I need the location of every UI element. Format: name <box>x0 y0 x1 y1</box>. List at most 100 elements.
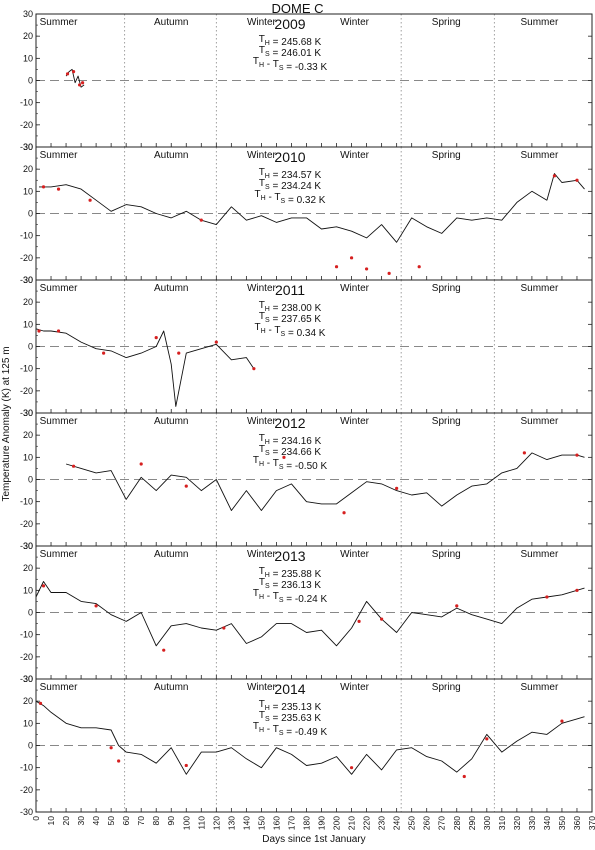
x-tick-label: 320 <box>512 816 522 830</box>
season-label: Spring <box>432 549 461 560</box>
x-tick-label: 170 <box>286 816 296 830</box>
y-tick-label: 20 <box>23 430 33 440</box>
x-tick-label: 300 <box>482 816 492 830</box>
x-tick-label: 180 <box>301 816 311 830</box>
panel-year-label: 2011 <box>275 282 305 298</box>
panel-frame <box>35 13 593 148</box>
observation-point <box>184 484 188 488</box>
x-tick-label: 360 <box>572 816 582 830</box>
temperature-series-line <box>65 68 85 88</box>
x-axis-label: Days since 1st January <box>262 834 366 845</box>
observation-point <box>575 178 579 182</box>
y-tick-label: 10 <box>23 718 33 728</box>
observation-point <box>214 340 218 344</box>
panel-frame <box>35 412 593 547</box>
y-tick-label: -10 <box>20 364 33 374</box>
season-label: Summer <box>521 17 559 28</box>
y-tick-label: 30 <box>23 674 33 684</box>
y-tick-label: -20 <box>20 519 33 529</box>
observation-point <box>80 81 85 85</box>
y-tick-label: 10 <box>23 319 33 329</box>
temperature-series-line <box>35 700 585 775</box>
y-tick-label: -10 <box>20 231 33 241</box>
observation-point <box>139 462 143 466</box>
x-tick-label: 150 <box>256 816 266 830</box>
y-tick-label: 10 <box>23 186 33 196</box>
season-label: Winter <box>247 17 277 28</box>
x-tick-label: 200 <box>332 816 342 830</box>
panel-year-label: 2013 <box>274 548 305 564</box>
x-tick-label: 260 <box>422 816 432 830</box>
x-tick-label: 110 <box>196 816 206 830</box>
season-label: Autumn <box>154 682 188 693</box>
temperature-series-line <box>35 581 585 647</box>
season-label: Autumn <box>154 549 188 560</box>
observation-point <box>387 271 391 275</box>
y-tick-label: 0 <box>28 342 33 352</box>
y-tick-label: 30 <box>23 9 33 19</box>
observation-point <box>349 256 354 260</box>
season-label: Winter <box>247 150 277 161</box>
panel-stat-line: TS = 234.24 K <box>259 178 322 192</box>
y-tick-label: 0 <box>28 209 33 219</box>
panel-2013: 30 20 10 0 -10 -20 -30 Summer Autumn Winter Winter… <box>20 541 593 684</box>
y-tick-label: -10 <box>20 98 33 108</box>
observation-point <box>545 595 549 599</box>
observation-point <box>162 648 166 652</box>
season-label: Summer <box>521 416 559 427</box>
observation-point <box>455 604 459 608</box>
observation-point <box>177 351 181 355</box>
y-tick-label: 0 <box>28 475 33 485</box>
x-tick-label: 340 <box>542 816 552 830</box>
observation-point <box>364 267 369 271</box>
observation-point <box>94 604 98 608</box>
x-tick-label: 120 <box>211 816 221 830</box>
panel-frame <box>35 678 593 813</box>
y-tick-label: 10 <box>23 53 33 63</box>
observation-point <box>252 367 256 371</box>
observation-point <box>342 511 346 515</box>
season-label: Summer <box>40 682 78 693</box>
observation-point <box>184 763 188 768</box>
temperature-series-line <box>39 173 585 243</box>
season-label: Summer <box>521 283 559 294</box>
y-tick-label: -20 <box>20 253 33 263</box>
y-tick-label: -30 <box>20 674 33 684</box>
x-tick-label: 130 <box>226 816 236 830</box>
season-label: Spring <box>432 150 461 161</box>
panel-year-label: 2010 <box>274 149 305 165</box>
panel-stat-line: TH = 234.57 K <box>259 167 322 181</box>
season-label: Summer <box>521 150 559 161</box>
observation-point <box>282 455 286 459</box>
x-tick-label: 50 <box>106 816 116 826</box>
observation-point <box>357 619 361 623</box>
observation-point <box>56 329 61 333</box>
panel-stat-line: TH - TS = 0.32 K <box>255 189 326 206</box>
observation-point <box>77 83 82 87</box>
panel-stat-line: TH - TS = -0.33 K <box>253 56 328 73</box>
observation-point <box>462 774 466 779</box>
x-tick-label: 330 <box>527 816 537 830</box>
season-label: Winter <box>247 682 277 693</box>
y-tick-label: -30 <box>20 142 33 152</box>
y-tick-label: 20 <box>23 297 33 307</box>
y-axis-label: Temperature Anomaly (K) at 125 m <box>1 346 12 502</box>
x-tick-label: 370 <box>587 816 595 830</box>
observation-point <box>485 737 489 741</box>
observation-point <box>65 72 70 76</box>
y-tick-label: -10 <box>20 497 33 507</box>
season-label: Winter <box>247 283 277 294</box>
observation-point <box>109 746 113 750</box>
x-tick-label: 40 <box>91 816 101 826</box>
season-label: Winter <box>340 17 370 28</box>
x-tick-label: 100 <box>181 816 191 830</box>
y-tick-label: 20 <box>23 164 33 174</box>
y-tick-label: 20 <box>23 563 33 573</box>
x-tick-label: 60 <box>121 816 131 826</box>
y-tick-label: -20 <box>20 652 33 662</box>
panel-stat-line: TS = 235.63 K <box>259 710 322 724</box>
season-label: Summer <box>40 17 78 28</box>
season-label: Summer <box>40 549 78 560</box>
season-label: Spring <box>432 416 461 427</box>
